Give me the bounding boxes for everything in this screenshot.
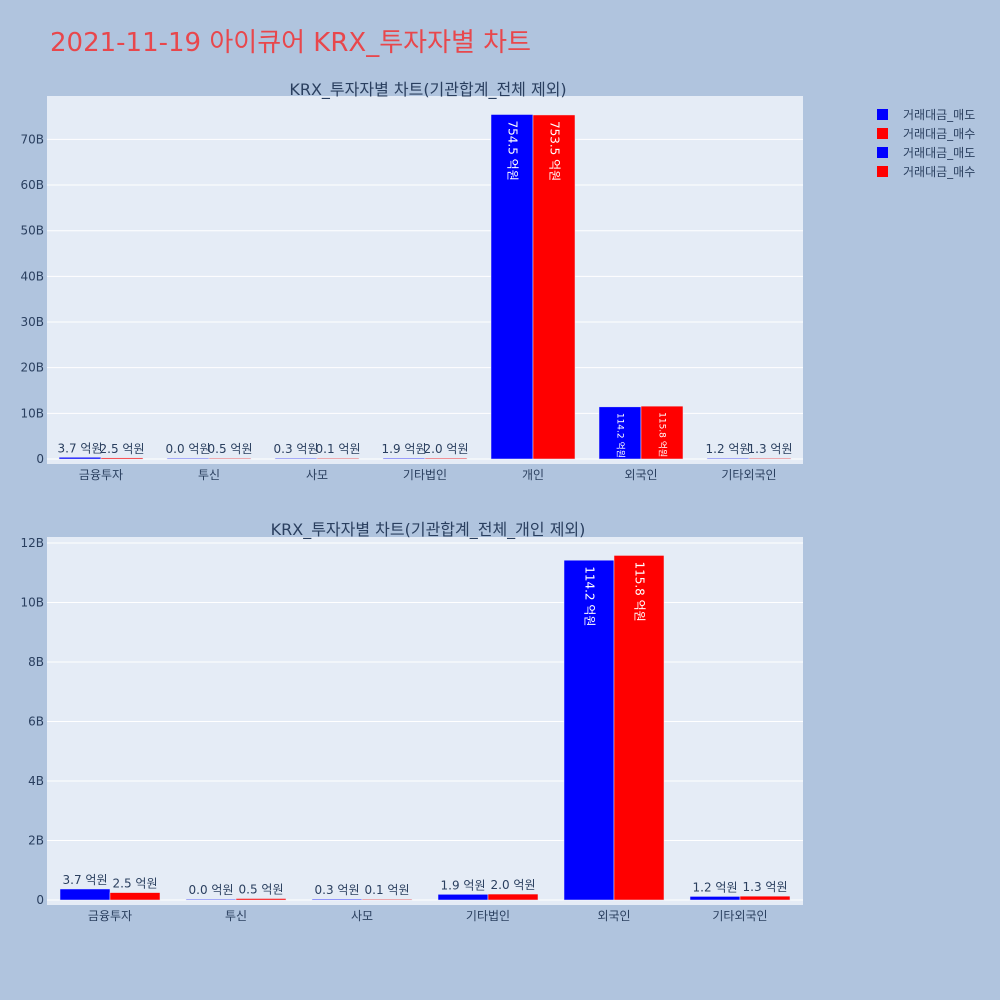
bar-buy[interactable]: [748, 457, 792, 460]
bar-value-label: 0.5 억원: [208, 442, 253, 456]
legend-label[interactable]: 거래대금_매도: [903, 146, 975, 160]
bar-buy[interactable]: [208, 457, 252, 460]
bar-value-label: 0.3 억원: [315, 883, 360, 897]
x-tick-label: 개인: [522, 468, 544, 482]
legend-label[interactable]: 거래대금_매수: [903, 127, 975, 141]
bar-value-label: 1.2 억원: [706, 442, 751, 456]
x-tick-label: 외국인: [597, 909, 630, 923]
y-tick-label: 10B: [20, 406, 44, 420]
bar-value-label: 2.0 억원: [424, 442, 469, 456]
x-tick-label: 기타외국인: [721, 468, 776, 482]
x-tick-label: 기타법인: [466, 909, 510, 923]
bar-sell[interactable]: [437, 894, 489, 901]
bar-value-label: 0.0 억원: [189, 883, 234, 897]
x-tick-label: 투신: [225, 909, 247, 923]
bar-buy[interactable]: [487, 893, 539, 901]
bar-value-label: 2.0 억원: [491, 878, 536, 892]
bar-buy[interactable]: [739, 895, 791, 901]
bar-sell[interactable]: [59, 888, 111, 901]
bar-value-label: 114.2 억원: [583, 566, 597, 626]
legend-swatch[interactable]: [877, 166, 888, 177]
x-tick-label: 투신: [198, 468, 220, 482]
y-tick-label: 6B: [28, 714, 44, 728]
legend-label[interactable]: 거래대금_매도: [903, 108, 975, 122]
bar-value-label: 115.8 억원: [633, 561, 647, 621]
x-tick-label: 금융투자: [88, 909, 132, 923]
bar-sell[interactable]: [382, 457, 426, 460]
bar-buy[interactable]: [235, 898, 287, 901]
y-tick-label: 8B: [28, 655, 44, 669]
y-tick-label: 0: [36, 452, 44, 466]
y-tick-label: 70B: [20, 132, 44, 146]
bar-buy[interactable]: [109, 892, 161, 901]
bar-value-label: 0.1 억원: [316, 442, 361, 456]
x-tick-label: 외국인: [624, 468, 657, 482]
bar-value-label: 1.2 억원: [693, 880, 738, 894]
page-title: 2021-11-19 아이큐어 KRX_투자자별 차트: [50, 28, 532, 58]
bar-value-label: 0.0 억원: [166, 442, 211, 456]
bar-value-label: 1.3 억원: [743, 880, 788, 894]
bar-sell[interactable]: [706, 457, 750, 460]
x-tick-label: 사모: [306, 468, 328, 482]
bar-buy[interactable]: [100, 457, 144, 460]
y-tick-label: 12B: [20, 536, 44, 550]
bar-sell[interactable]: [689, 896, 741, 901]
bar-value-label: 2.5 억원: [113, 877, 158, 891]
x-tick-label: 금융투자: [79, 468, 123, 482]
y-tick-label: 50B: [20, 224, 44, 238]
bar-buy[interactable]: [424, 457, 468, 460]
bar-value-label: 3.7 억원: [58, 441, 103, 455]
bar-sell[interactable]: [311, 898, 363, 901]
x-tick-label: 기타외국인: [712, 909, 767, 923]
bar-value-label: 114.2 억원: [615, 413, 627, 458]
bar-buy[interactable]: [613, 555, 665, 901]
bar-value-label: 1.9 억원: [441, 878, 486, 892]
bar-sell[interactable]: [58, 457, 102, 460]
bar-value-label: 0.3 억원: [274, 442, 319, 456]
bar-value-label: 2.5 억원: [100, 442, 145, 456]
bar-value-label: 754.5 억원: [506, 120, 520, 180]
legend-swatch[interactable]: [877, 128, 888, 139]
bar-sell[interactable]: [490, 114, 534, 460]
y-tick-label: 0: [36, 893, 44, 907]
legend-label[interactable]: 거래대금_매수: [903, 165, 975, 179]
subplot-title-1: KRX_투자자별 차트(기관합계_전체 제외): [289, 80, 566, 100]
y-tick-label: 2B: [28, 833, 44, 847]
x-tick-label: 기타법인: [403, 468, 447, 482]
bar-buy[interactable]: [316, 457, 360, 460]
bar-sell[interactable]: [185, 898, 237, 901]
bar-value-label: 753.5 억원: [548, 121, 562, 181]
bar-value-label: 1.9 억원: [382, 442, 427, 456]
bar-value-label: 0.1 억원: [365, 883, 410, 897]
bar-buy[interactable]: [640, 405, 684, 460]
bar-buy[interactable]: [532, 114, 576, 460]
subplot-title-2: KRX_투자자별 차트(기관합계_전체_개인 제외): [271, 520, 586, 540]
y-tick-label: 40B: [20, 269, 44, 283]
bar-value-label: 115.8 억원: [657, 412, 669, 457]
bar-sell[interactable]: [563, 559, 615, 901]
y-tick-label: 10B: [20, 595, 44, 609]
x-tick-label: 사모: [351, 909, 373, 923]
legend-swatch[interactable]: [877, 109, 888, 120]
bar-value-label: 0.5 억원: [239, 883, 284, 897]
bar-sell[interactable]: [166, 457, 210, 460]
y-tick-label: 60B: [20, 178, 44, 192]
bar-sell[interactable]: [274, 457, 318, 460]
legend-swatch[interactable]: [877, 147, 888, 158]
y-tick-label: 4B: [28, 774, 44, 788]
bar-value-label: 1.3 억원: [748, 442, 793, 456]
bar-value-label: 3.7 억원: [63, 873, 108, 887]
bar-sell[interactable]: [598, 406, 642, 460]
bar-buy[interactable]: [361, 898, 413, 901]
y-tick-label: 30B: [20, 315, 44, 329]
plot-area-1: [47, 96, 803, 464]
y-tick-label: 20B: [20, 361, 44, 375]
